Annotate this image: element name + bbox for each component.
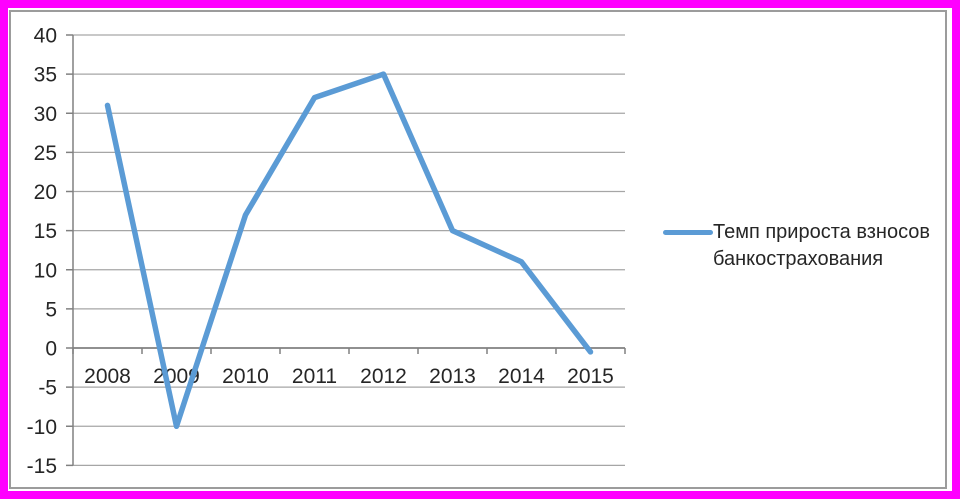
legend-label: Темп прироста взносов банкострахования — [713, 221, 931, 270]
legend-line-sample-icon — [663, 230, 713, 235]
legend: Темп прироста взносов банкострахования — [663, 219, 951, 273]
